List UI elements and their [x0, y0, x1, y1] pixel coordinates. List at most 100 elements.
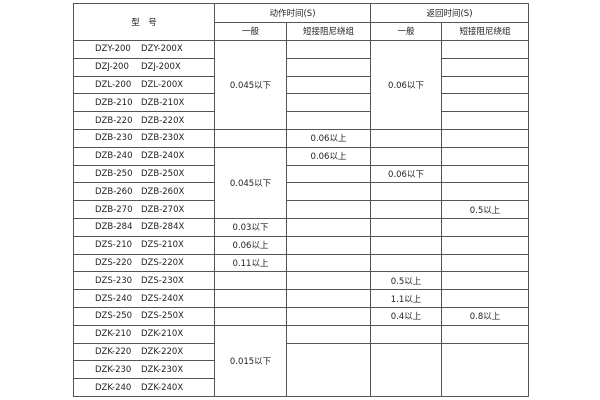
- model-name: DZS-210: [95, 240, 133, 251]
- return-short-winding-cell: [441, 342, 529, 397]
- table-row: DZB-284 DZB-284X 0.03以下: [73, 217, 529, 237]
- model-name: DZS-250: [95, 311, 133, 322]
- model-name: DZB-210: [95, 97, 133, 108]
- table-row: DZJ-200 DZJ-200X: [73, 57, 529, 77]
- action-short-winding-cell: [286, 164, 371, 184]
- model-name-x: DZB-250X: [141, 168, 185, 179]
- model-cell: DZB-220 DZB-220X: [73, 111, 215, 130]
- return-general-cell: [370, 342, 442, 397]
- model-name-x: DZS-250X: [141, 311, 184, 322]
- return-general-cell: [370, 200, 442, 219]
- table-row: DZB-250 DZB-250X 0.06以下: [73, 164, 529, 184]
- action-general-cell: [214, 289, 287, 308]
- model-name: DZB-240: [95, 151, 133, 162]
- return-short-winding-cell: [441, 111, 529, 130]
- return-short-winding-cell: [441, 40, 529, 59]
- action-short-winding-cell: [286, 253, 371, 273]
- model-name-x: DZK-210X: [141, 329, 184, 340]
- model-name-x: DZK-230X: [141, 364, 184, 375]
- return-short-winding-cell: [441, 146, 529, 166]
- relay-timing-table: 型 号 动作时间(S) 返回时间(S) 一般 短接阻尼绕组 一般 短接阻尼绕组 …: [73, 3, 529, 397]
- action-general-cell: 0.045以下: [214, 146, 287, 219]
- action-general-cell: [214, 306, 287, 326]
- return-general-cell: [370, 253, 442, 273]
- table-row: DZS-240 DZS-240X 1.1以上: [73, 289, 529, 308]
- model-name-x: DZS-240X: [141, 293, 184, 304]
- return-short-winding-cell: [441, 182, 529, 202]
- action-general-cell: [214, 271, 287, 291]
- model-name: DZB-284: [95, 222, 133, 233]
- model-name-x: DZB-284X: [141, 222, 185, 233]
- action-short-winding-cell: [286, 217, 371, 237]
- table-row: DZB-210 DZB-210X: [73, 93, 529, 113]
- model-name-x: DZB-210X: [141, 97, 185, 108]
- table-row: DZS-230 DZS-230X 0.5以上: [73, 271, 529, 291]
- model-cell: DZK-220 DZK-220X: [73, 342, 215, 362]
- action-short-winding-cell: [286, 271, 371, 291]
- model-cell: DZS-230 DZS-230X: [73, 271, 215, 291]
- action-general-cell: [214, 128, 287, 148]
- model-cell: DZS-210 DZS-210X: [73, 235, 215, 255]
- model-name-x: DZK-240X: [141, 382, 184, 393]
- action-short-winding-cell: [286, 93, 371, 113]
- return-short-winding-cell: [441, 93, 529, 113]
- table-row: DZY-200 DZY-200X 0.045以下 0.06以下: [73, 40, 529, 130]
- model-name: DZB-260: [95, 186, 133, 197]
- return-short-winding-cell: [441, 289, 529, 308]
- table-row: DZS-210 DZS-210X 0.06以上: [73, 235, 529, 255]
- model-cell: DZS-240 DZS-240X: [73, 289, 215, 308]
- table-row: DZS-250 DZS-250X 0.4以上 0.8以上: [73, 306, 529, 326]
- action-general-cell: 0.045以下: [214, 40, 287, 130]
- action-general-cell: 0.03以下: [214, 217, 287, 237]
- model-name: DZL-200: [95, 79, 132, 90]
- model-name-x: DZB-240X: [141, 151, 185, 162]
- return-short-winding-cell: 0.5以上: [441, 200, 529, 219]
- model-name-x: DZL-200X: [141, 79, 184, 90]
- table-row: DZK-240 DZK-240X: [73, 378, 529, 397]
- return-general-cell: 0.06以下: [370, 40, 442, 130]
- action-general-cell: 0.11以上: [214, 253, 287, 273]
- return-short-winding-cell: [441, 235, 529, 255]
- action-short-winding-cell: [286, 342, 371, 397]
- model-cell: DZS-220 DZS-220X: [73, 253, 215, 273]
- return-general-cell: 0.06以下: [370, 164, 442, 184]
- return-general-cell: [370, 217, 442, 237]
- return-short-winding-cell: [441, 75, 529, 95]
- return-short-winding-cell: [441, 217, 529, 237]
- model-name: DZB-270: [95, 204, 133, 215]
- return-general-cell: [370, 324, 442, 344]
- header-return-time: 返回时间(S): [370, 3, 529, 23]
- return-short-winding-cell: [441, 271, 529, 291]
- model-name: DZK-230: [95, 364, 132, 375]
- model-name: DZB-230: [95, 133, 133, 144]
- model-name: DZY-200: [95, 44, 131, 55]
- model-name-x: DZS-210X: [141, 240, 184, 251]
- action-short-winding-cell: [286, 324, 371, 344]
- model-name: DZB-250: [95, 168, 133, 179]
- model-name: DZK-220: [95, 346, 132, 357]
- model-cell: DZB-230 DZB-230X: [73, 128, 215, 148]
- action-short-winding-cell: [286, 40, 371, 59]
- action-short-winding-cell: 0.06以上: [286, 128, 371, 148]
- return-short-winding-cell: [441, 253, 529, 273]
- return-short-winding-cell: [441, 324, 529, 344]
- model-cell: DZS-250 DZS-250X: [73, 306, 215, 326]
- model-cell: DZK-230 DZK-230X: [73, 360, 215, 380]
- model-cell: DZJ-200 DZJ-200X: [73, 57, 215, 77]
- table-row: DZB-260 DZB-260X: [73, 182, 529, 202]
- model-name-x: DZB-260X: [141, 186, 185, 197]
- return-short-winding-cell: [441, 164, 529, 184]
- model-name-x: DZB-270X: [141, 204, 185, 215]
- table-row: DZK-220 DZK-220X: [73, 342, 529, 397]
- action-short-winding-cell: [286, 57, 371, 77]
- table-row: DZK-210 DZK-210X 0.015以下: [73, 324, 529, 397]
- model-name-x: DZB-220X: [141, 115, 185, 126]
- return-general-cell: [370, 235, 442, 255]
- model-cell: DZK-240 DZK-240X: [73, 378, 215, 397]
- model-name: DZK-210: [95, 329, 132, 340]
- model-name: DZK-240: [95, 382, 132, 393]
- model-cell: DZB-210 DZB-210X: [73, 93, 215, 113]
- model-name-x: DZJ-200X: [141, 62, 181, 73]
- return-short-winding-cell: [441, 128, 529, 148]
- model-cell: DZY-200 DZY-200X: [73, 40, 215, 59]
